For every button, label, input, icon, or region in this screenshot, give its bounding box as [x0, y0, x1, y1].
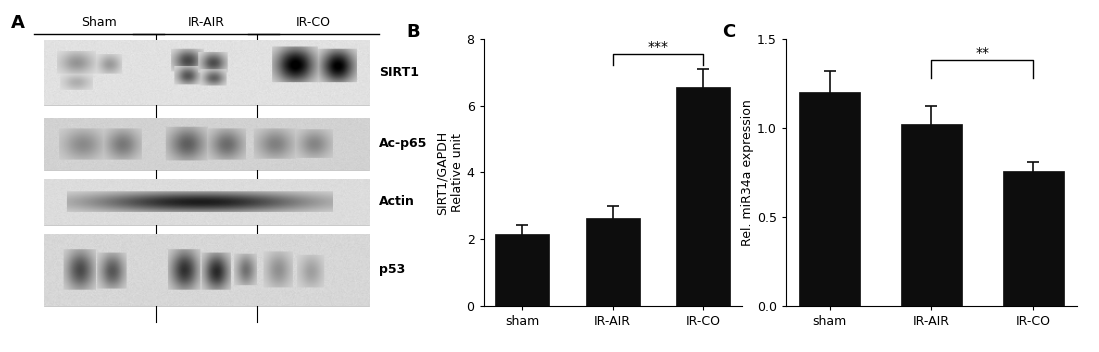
Y-axis label: SIRT1/GAPDH
Relative unit: SIRT1/GAPDH Relative unit [436, 131, 464, 214]
Text: IR-CO: IR-CO [296, 15, 331, 29]
Text: C: C [722, 23, 735, 41]
Text: A: A [11, 14, 25, 32]
Text: ***: *** [647, 40, 668, 54]
Bar [44, 40, 369, 105]
Text: B: B [407, 23, 420, 41]
Text: Actin: Actin [379, 195, 414, 208]
Bar [901, 124, 962, 306]
Bar [496, 234, 550, 306]
Y-axis label: Rel. miR34a expression: Rel. miR34a expression [741, 99, 754, 246]
Bar [799, 92, 861, 306]
Text: **: ** [975, 46, 989, 60]
Text: Sham: Sham [81, 15, 116, 29]
Bar [44, 118, 369, 170]
Text: Ac-p65: Ac-p65 [379, 137, 428, 150]
Bar [1002, 171, 1064, 306]
Bar [44, 179, 369, 225]
Bar [676, 87, 730, 306]
Text: p53: p53 [379, 263, 406, 276]
Text: SIRT1: SIRT1 [379, 66, 419, 79]
Bar [44, 234, 369, 306]
Bar [586, 218, 640, 306]
Text: IR-AIR: IR-AIR [188, 15, 224, 29]
